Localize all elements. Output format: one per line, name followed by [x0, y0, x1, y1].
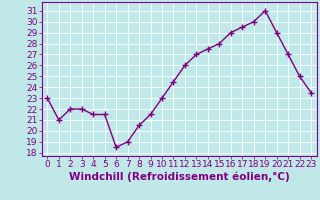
X-axis label: Windchill (Refroidissement éolien,°C): Windchill (Refroidissement éolien,°C) — [69, 172, 290, 182]
